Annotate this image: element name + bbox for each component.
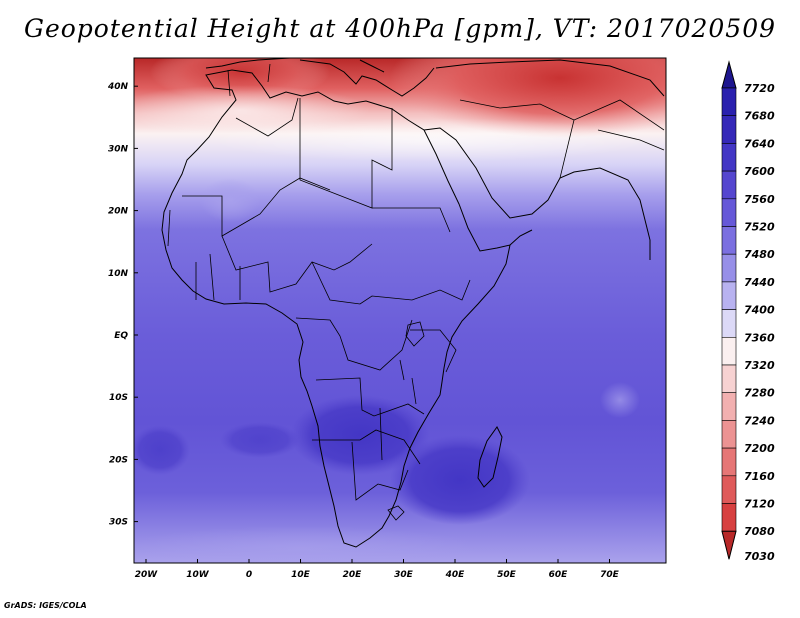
colorbar-bottom-arrow xyxy=(721,530,737,560)
lon-label: 0 xyxy=(246,570,252,580)
colorbar-level-label: 7400 xyxy=(744,304,775,317)
africa-coastline xyxy=(161,69,511,548)
europe-coastline xyxy=(205,58,435,97)
colorbar-swatch xyxy=(721,392,737,421)
madagascar-coastline xyxy=(477,426,503,488)
colorbar-level-label: 7640 xyxy=(744,137,775,150)
colorbar-level-label: 7280 xyxy=(744,387,775,400)
colorbar-level-label: 7360 xyxy=(744,331,775,344)
colorbar-level-label: 7600 xyxy=(744,165,775,178)
lat-label: 30S xyxy=(109,518,128,528)
geopotential-field xyxy=(134,58,666,563)
colorbar-level-label: 7560 xyxy=(744,193,775,206)
colorbar-level-label: 7680 xyxy=(744,110,775,123)
colorbar-top-arrow xyxy=(721,60,737,89)
colorbar-legend: 7720 7680 7640 7600 7560 7520 7480 7440 7400 7360… xyxy=(721,60,775,563)
lat-label: 40N xyxy=(107,82,129,92)
lon-label: 20E xyxy=(343,570,363,580)
country-borders xyxy=(167,63,665,521)
colorbar-swatch xyxy=(721,170,737,200)
asia-coastline xyxy=(435,59,665,97)
lon-label: 60E xyxy=(549,570,569,580)
colorbar-min-label: 7030 xyxy=(744,550,775,563)
colorbar-level-label: 7520 xyxy=(744,221,775,234)
colorbar-level-label: 7200 xyxy=(744,442,775,455)
colorbar-level-label: 7160 xyxy=(744,470,775,483)
lon-label: 70E xyxy=(600,570,620,580)
lon-label: 50E xyxy=(497,570,517,580)
colorbar-level-label: 7480 xyxy=(744,248,775,261)
footer-credit: GrADS: IGES/COLA xyxy=(4,601,87,610)
colorbar-level-label: 7320 xyxy=(744,359,775,372)
colorbar-swatch xyxy=(721,309,737,338)
lat-label: 20S xyxy=(109,455,128,465)
colorbar-level-label: 7440 xyxy=(744,276,775,289)
colorbar-max-label: 7720 xyxy=(744,82,775,95)
colorbar-level-label: 7240 xyxy=(744,414,775,427)
lat-label: 20N xyxy=(108,207,129,217)
plot-frame xyxy=(133,57,667,564)
lon-label: 20W xyxy=(135,570,159,580)
lat-label: 10N xyxy=(108,269,129,279)
colorbar-swatch xyxy=(721,336,737,366)
colorbar-swatch xyxy=(721,475,737,504)
lon-label: 30E xyxy=(394,570,414,580)
lon-label: 10E xyxy=(291,570,311,580)
colorbar-swatch xyxy=(721,198,737,227)
lon-label: 40E xyxy=(445,570,466,580)
colorbar-level-label: 7120 xyxy=(744,498,775,511)
colorbar-swatch xyxy=(721,420,737,449)
longitude-axis: 20W 10W 0 10E 20E 30E 40E 50E 60E 70E xyxy=(135,559,620,580)
colorbar-swatch xyxy=(721,503,737,532)
colorbar-swatch xyxy=(721,226,737,255)
colorbar-level-label: 7080 xyxy=(744,525,775,538)
colorbar-swatch xyxy=(721,87,737,117)
lat-label: 30N xyxy=(108,144,129,154)
arabia-coastline xyxy=(423,127,651,260)
colorbar-swatch xyxy=(721,253,737,283)
coastlines xyxy=(161,58,665,548)
lakes xyxy=(399,321,425,405)
lat-label: 10S xyxy=(109,393,128,403)
lon-label: 10W xyxy=(186,570,210,580)
latitude-axis: 40N 30N 20N 10N EQ 10S 20S 30S xyxy=(107,82,138,528)
colorbar-swatch xyxy=(721,115,737,144)
colorbar-swatch xyxy=(721,447,737,477)
page-title: Geopotential Height at 400hPa [gpm], VT:… xyxy=(23,14,777,43)
colorbar-swatch xyxy=(721,364,737,394)
lat-label: EQ xyxy=(114,331,128,341)
colorbar-swatch xyxy=(721,143,737,172)
colorbar-swatch xyxy=(721,281,737,310)
